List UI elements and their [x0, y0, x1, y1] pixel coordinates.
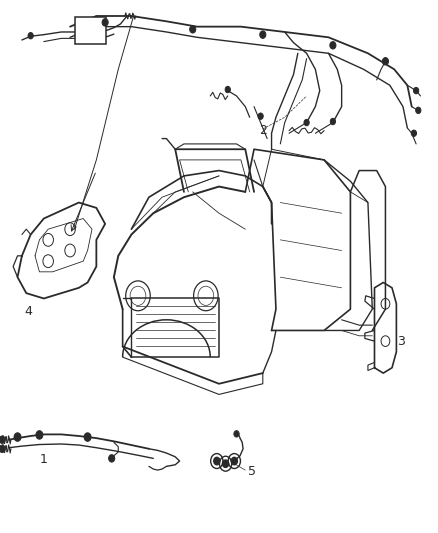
Circle shape [260, 31, 266, 38]
Circle shape [416, 107, 421, 114]
Text: 4: 4 [25, 305, 32, 318]
Circle shape [225, 86, 230, 93]
Circle shape [330, 118, 336, 125]
Text: 1: 1 [40, 453, 48, 466]
Text: 2: 2 [259, 124, 267, 137]
Circle shape [190, 26, 196, 33]
Circle shape [304, 119, 309, 126]
FancyBboxPatch shape [75, 17, 106, 44]
Circle shape [36, 431, 43, 439]
Circle shape [0, 445, 5, 453]
Circle shape [231, 457, 237, 465]
Text: 5: 5 [248, 465, 256, 478]
Text: 3: 3 [397, 335, 405, 348]
Circle shape [382, 58, 389, 65]
Circle shape [102, 19, 108, 26]
Circle shape [0, 436, 5, 443]
Circle shape [413, 87, 419, 94]
Circle shape [411, 130, 417, 136]
Circle shape [28, 33, 33, 39]
Circle shape [109, 455, 115, 462]
Circle shape [258, 113, 263, 119]
Circle shape [214, 457, 220, 465]
Circle shape [223, 460, 229, 467]
Circle shape [84, 433, 91, 441]
Circle shape [14, 433, 21, 441]
Circle shape [234, 431, 239, 437]
Circle shape [330, 42, 336, 49]
